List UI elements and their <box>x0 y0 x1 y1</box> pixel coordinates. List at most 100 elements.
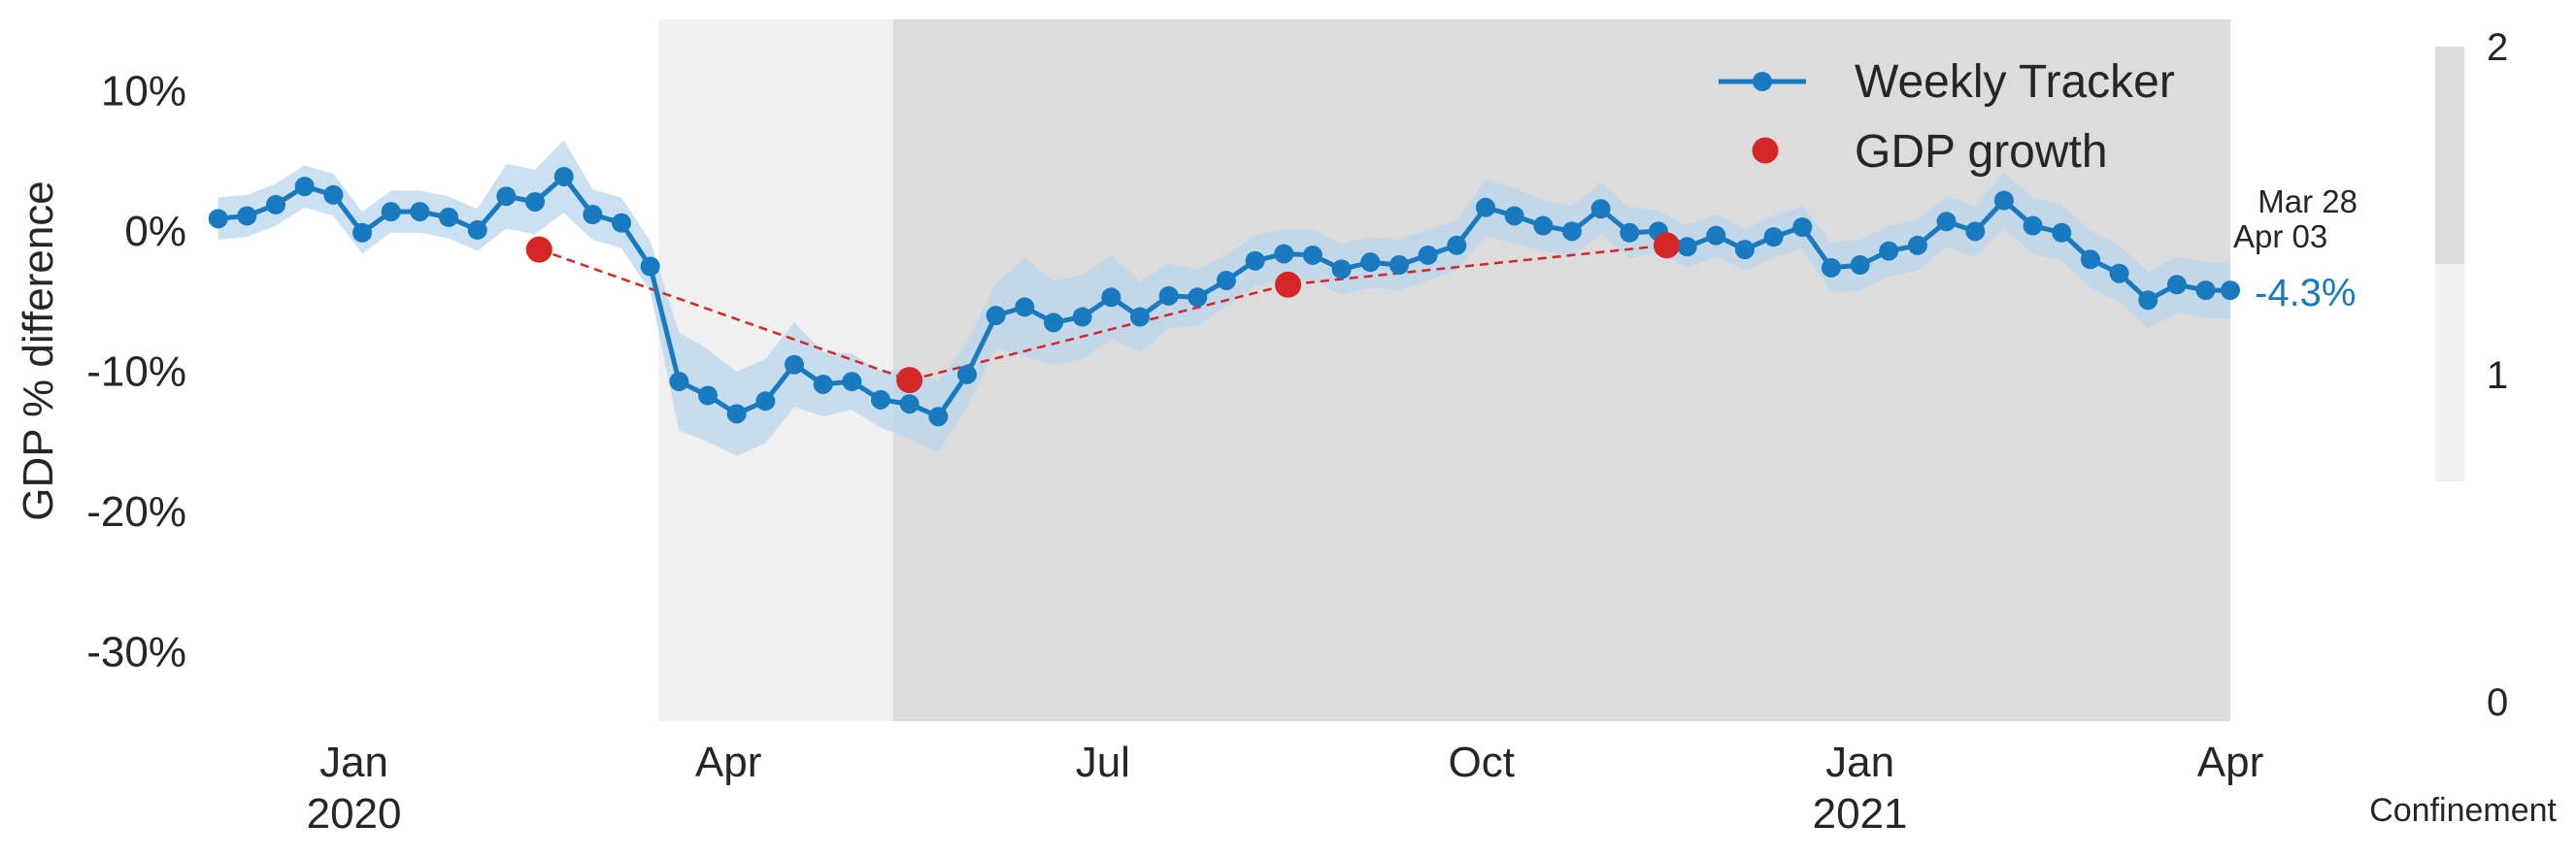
weekly-tracker-point <box>208 209 228 229</box>
legend-weekly-tracker-label: Weekly Tracker <box>1855 56 2175 108</box>
colorbar-level-1-segment <box>2435 264 2464 481</box>
y-tick-label: -10% <box>86 348 186 396</box>
colorbar-tick-label: 0 <box>2487 681 2508 724</box>
weekly-tracker-point <box>1475 197 1495 217</box>
x-tick-year-label: 2020 <box>307 790 402 838</box>
y-tick-label: 10% <box>101 67 186 115</box>
weekly-tracker-point <box>1677 237 1697 257</box>
weekly-tracker-point <box>1590 199 1611 219</box>
weekly-tracker-point <box>1965 221 1986 242</box>
weekly-tracker-point <box>726 404 747 424</box>
weekly-tracker-point <box>2080 249 2100 270</box>
weekly-tracker-point <box>1072 307 1092 327</box>
weekly-tracker-point <box>1388 255 1409 276</box>
weekly-tracker-point <box>1561 221 1582 242</box>
weekly-tracker-point <box>986 306 1006 326</box>
legend-gdp-growth-label: GDP growth <box>1855 126 2108 178</box>
weekly-tracker-point <box>1129 307 1150 327</box>
y-tick-label: -30% <box>86 629 186 676</box>
weekly-tracker-point <box>2109 263 2129 283</box>
gdp-growth-dashed-line <box>538 244 1667 381</box>
legend-weekly-tracker-swatch-marker <box>1753 72 1772 91</box>
weekly-tracker-point <box>1734 240 1755 260</box>
weekly-tracker-point <box>381 202 401 222</box>
weekly-tracker-point <box>1821 257 1841 278</box>
weekly-tracker-point <box>2052 222 2072 243</box>
weekly-tracker-point <box>2166 275 2187 295</box>
weekly-tracker-point <box>1706 225 1726 246</box>
weekly-tracker-point <box>1879 241 1899 261</box>
weekly-tracker-point <box>525 191 546 212</box>
colorbar-level-2-segment <box>2435 47 2464 264</box>
weekly-tracker-point <box>1101 287 1121 308</box>
confidence-band <box>217 140 2231 456</box>
weekly-tracker-point <box>871 389 890 410</box>
weekly-tracker-point <box>1936 212 1957 232</box>
weekly-tracker-point <box>294 177 315 197</box>
x-tick-label: Jan <box>319 739 388 786</box>
weekly-tracker-point <box>1620 222 1640 243</box>
current-date-annotation: Apr 03 <box>2233 218 2327 254</box>
gdp-growth-point <box>896 367 923 394</box>
weekly-tracker-point <box>669 372 689 392</box>
colorbar-tick-label: 1 <box>2487 354 2508 397</box>
weekly-tracker-point <box>2195 280 2216 301</box>
weekly-tracker-point <box>439 207 459 227</box>
weekly-tracker-point <box>2138 290 2158 311</box>
latest-value-annotation: -4.3% <box>2255 272 2357 314</box>
colorbar-tick-label: 2 <box>2487 26 2508 69</box>
legend-gdp-growth-swatch-marker <box>1752 137 1779 164</box>
weekly-tracker-point <box>266 194 286 214</box>
gdp-growth-point <box>1653 232 1680 259</box>
weekly-tracker-point <box>755 391 776 412</box>
weekly-tracker-point <box>1533 215 1554 236</box>
weekly-tracker-point <box>583 204 603 224</box>
weekly-tracker-point <box>899 394 920 414</box>
weekly-tracker-point <box>1418 245 1438 265</box>
weekly-tracker-point <box>612 213 632 233</box>
weekly-tracker-point <box>1216 270 1236 290</box>
x-tick-label: Oct <box>1448 739 1514 786</box>
weekly-tracker-point <box>410 202 430 222</box>
weekly-tracker-point <box>1763 227 1784 247</box>
y-tick-label: 0% <box>124 208 186 255</box>
x-tick-label: Apr <box>2197 739 2263 786</box>
weekly-tracker-point <box>698 385 719 406</box>
weekly-tracker-point <box>785 354 805 375</box>
weekly-tracker-point <box>956 364 977 384</box>
weekly-tracker-point <box>1993 190 2014 211</box>
weekly-tracker-point <box>1274 244 1294 264</box>
x-tick-label: Jan <box>1825 739 1894 786</box>
x-tick-label: Apr <box>695 739 761 786</box>
weekly-tracker-point <box>237 206 257 226</box>
weekly-tracker-point <box>2221 280 2240 301</box>
weekly-tracker-point <box>467 219 487 240</box>
weekly-tracker-point <box>1447 235 1467 255</box>
weekly-tracker-point <box>813 374 833 394</box>
weekly-tracker-point <box>323 184 344 205</box>
weekly-tracker-point <box>1043 313 1063 333</box>
weekly-tracker-point <box>1015 297 1035 317</box>
weekly-tracker-point <box>2023 215 2043 236</box>
weekly-tracker-point <box>1360 252 1381 273</box>
weekly-tracker-point <box>553 166 574 186</box>
y-axis-label: GDP % difference <box>15 181 62 521</box>
weekly-tracker-point <box>842 372 862 392</box>
weekly-tracker-point <box>1850 255 1870 276</box>
x-tick-label: Jul <box>1076 739 1130 786</box>
weekly-tracker-point <box>1188 287 1208 308</box>
weekly-tracker-point <box>352 222 373 243</box>
weekly-tracker-point <box>496 186 517 207</box>
weekly-tracker-point <box>1907 235 1927 255</box>
x-tick-year-label: 2021 <box>1813 790 1908 838</box>
gdp-growth-point <box>1275 271 1302 298</box>
weekly-tracker-point <box>1792 217 1813 238</box>
weekly-tracker-point <box>1331 259 1352 280</box>
confinement-band-2 <box>892 19 2231 721</box>
weekly-tracker-point <box>928 407 949 427</box>
gdp-growth-point <box>525 236 552 263</box>
weekly-tracker-point <box>1245 250 1265 271</box>
weekly-tracker-point <box>1302 245 1322 265</box>
